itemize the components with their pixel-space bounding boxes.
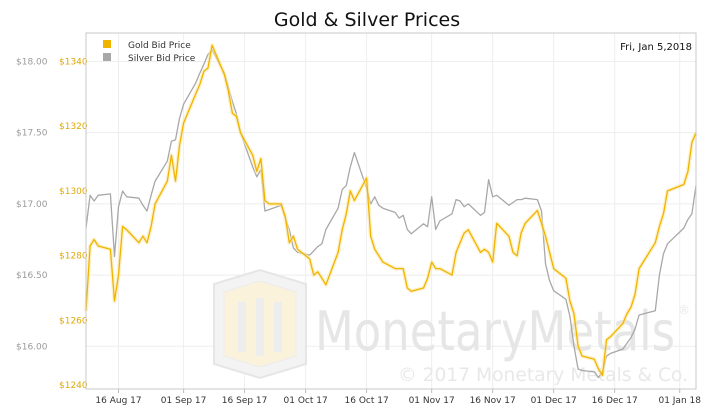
gold-tick-label: $1320 bbox=[59, 122, 88, 132]
legend-silver-swatch bbox=[103, 53, 111, 61]
x-tick-label: 01 Oct 17 bbox=[284, 396, 328, 406]
x-tick-label: 16 Sep 17 bbox=[222, 396, 268, 406]
silver-axis: $16.00 $16.50 $17.00 $17.50 $18.00 bbox=[16, 57, 48, 352]
silver-tick-label: $16.50 bbox=[16, 271, 48, 281]
x-tick-label: 01 Dec 17 bbox=[531, 396, 577, 406]
silver-tick-label: $16.00 bbox=[16, 342, 48, 352]
silver-tick-label: $17.50 bbox=[16, 129, 48, 139]
legend: Gold Bid Price Silver Bid Price bbox=[103, 40, 196, 64]
watermark-copyright: © 2017 Monetary Metals & Co. bbox=[398, 364, 688, 386]
chart-title: Gold & Silver Prices bbox=[274, 9, 460, 31]
legend-silver-label: Silver Bid Price bbox=[128, 54, 196, 64]
silver-tick-label: $17.00 bbox=[16, 200, 48, 210]
silver-series-line bbox=[85, 49, 697, 379]
x-tick-label: 16 Oct 17 bbox=[345, 396, 389, 406]
gold-tick-label: $1340 bbox=[59, 57, 88, 67]
x-tick-label: 01 Sep 17 bbox=[161, 396, 207, 406]
watermark-text: MonetaryMetals bbox=[315, 300, 675, 363]
legend-gold-swatch bbox=[103, 40, 111, 48]
gold-tick-label: $1300 bbox=[59, 187, 88, 197]
watermark-registered: ® bbox=[678, 303, 690, 317]
date-label: Fri, Jan 5,2018 bbox=[620, 42, 692, 53]
gold-axis: $1240 $1260 $1280 $1300 $1320 $1340 bbox=[59, 57, 88, 391]
gold-series-line bbox=[85, 44, 697, 377]
silver-tick-label: $18.00 bbox=[16, 57, 48, 67]
x-tick-label: 16 Dec 17 bbox=[592, 396, 638, 406]
gold-tick-label: $1240 bbox=[59, 381, 88, 391]
gold-tick-label: $1260 bbox=[59, 316, 88, 326]
x-axis: 16 Aug 17 01 Sep 17 16 Sep 17 01 Oct 17 16 O… bbox=[95, 389, 701, 406]
monetary-metals-logo bbox=[213, 268, 307, 380]
x-tick-label: 16 Nov 17 bbox=[470, 396, 516, 406]
x-tick-label: 16 Aug 17 bbox=[95, 396, 141, 406]
x-tick-label: 01 Jan 18 bbox=[658, 396, 701, 406]
legend-gold-label: Gold Bid Price bbox=[128, 41, 191, 51]
plot-border bbox=[85, 32, 697, 390]
series-group bbox=[84, 43, 698, 379]
grid bbox=[86, 33, 696, 389]
x-tick-label: 01 Nov 17 bbox=[409, 396, 455, 406]
gold-tick-label: $1280 bbox=[59, 252, 88, 262]
